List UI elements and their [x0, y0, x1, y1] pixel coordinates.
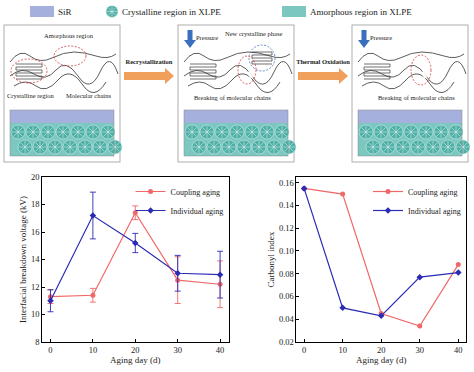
svg-text:Crystalline region in XLPE: Crystalline region in XLPE	[122, 7, 221, 17]
svg-text:Amorphous region in XLPE: Amorphous region in XLPE	[310, 7, 412, 17]
svg-text:Thermal Oxidation: Thermal Oxidation	[296, 58, 350, 65]
svg-text:Aging day (d): Aging day (d)	[356, 355, 407, 365]
svg-text:Pressure: Pressure	[196, 34, 218, 41]
svg-text:Individual aging: Individual aging	[408, 207, 461, 216]
svg-text:14: 14	[31, 254, 40, 264]
svg-text:0.04: 0.04	[279, 314, 295, 324]
svg-text:Individual aging: Individual aging	[171, 207, 224, 216]
svg-text:30: 30	[416, 345, 425, 355]
svg-text:10: 10	[89, 345, 98, 355]
svg-text:0: 0	[302, 345, 306, 355]
svg-text:New crystalline phase: New crystalline phase	[225, 30, 283, 37]
svg-text:20: 20	[131, 345, 140, 355]
svg-text:20: 20	[31, 172, 40, 182]
svg-text:Carbonyl index: Carbonyl index	[266, 231, 276, 287]
svg-text:0.16: 0.16	[279, 178, 294, 188]
svg-text:Interfacial breakdown voltage: Interfacial breakdown voltage (kV)	[18, 196, 28, 323]
svg-text:0.06: 0.06	[279, 291, 294, 301]
svg-text:0.02: 0.02	[279, 337, 294, 347]
svg-text:Recrystallization: Recrystallization	[126, 58, 173, 65]
svg-text:Molecular chains: Molecular chains	[66, 92, 111, 99]
svg-text:0.14: 0.14	[279, 200, 295, 210]
svg-text:Crystalline region: Crystalline region	[7, 92, 55, 99]
svg-text:SiR: SiR	[58, 7, 72, 17]
svg-text:18: 18	[31, 199, 40, 209]
svg-text:12: 12	[31, 282, 40, 292]
svg-text:Aging day (d): Aging day (d)	[110, 355, 161, 365]
svg-text:Breaking of molecular chains: Breaking of molecular chains	[378, 94, 455, 101]
svg-text:0.12: 0.12	[279, 223, 294, 233]
svg-text:Pressure: Pressure	[370, 34, 392, 41]
svg-text:Breaking of molecular chains: Breaking of molecular chains	[194, 94, 271, 101]
svg-text:20: 20	[377, 345, 386, 355]
svg-text:10: 10	[31, 309, 40, 319]
svg-text:40: 40	[216, 345, 225, 355]
svg-text:0.10: 0.10	[279, 246, 294, 256]
svg-text:40: 40	[454, 345, 463, 355]
svg-text:Amorphous region: Amorphous region	[44, 32, 94, 39]
svg-text:10: 10	[338, 345, 347, 355]
svg-text:Coupling aging: Coupling aging	[171, 188, 221, 197]
svg-text:0.08: 0.08	[279, 269, 294, 279]
svg-text:16: 16	[31, 227, 40, 237]
svg-text:0: 0	[48, 345, 52, 355]
svg-text:Coupling aging: Coupling aging	[408, 188, 458, 197]
svg-text:8: 8	[35, 337, 39, 347]
svg-text:30: 30	[173, 345, 182, 355]
